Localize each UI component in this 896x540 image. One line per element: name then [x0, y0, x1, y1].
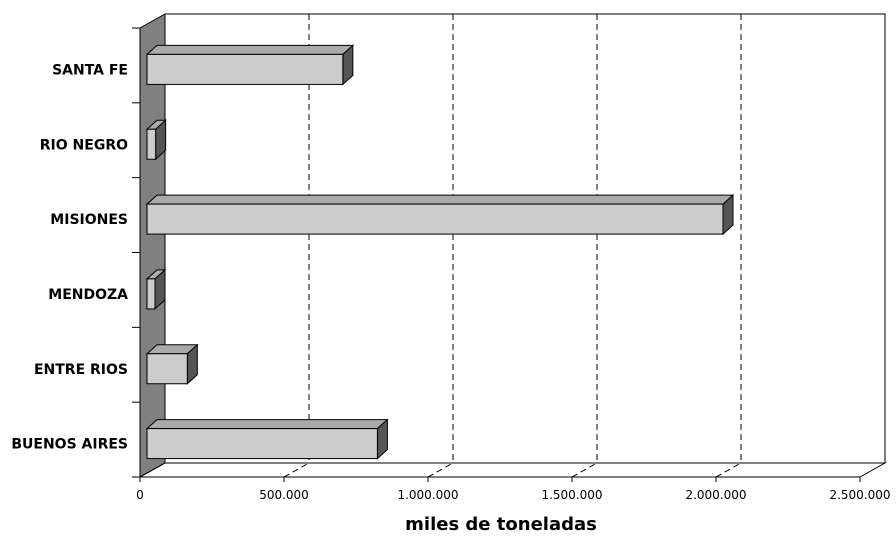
bar	[146, 53, 344, 85]
plot-back-frame	[165, 13, 886, 463]
bar	[146, 128, 157, 160]
category-label: SANTA FE	[52, 62, 128, 78]
gridline-floor	[571, 462, 598, 478]
x-tick-label: 2.000.000	[685, 488, 746, 502]
gridline-floor	[283, 462, 310, 478]
category-label: ENTRE RIOS	[34, 362, 128, 378]
bar-top-face	[145, 44, 355, 55]
category-label: RIO NEGRO	[40, 137, 128, 153]
bar	[146, 353, 188, 385]
bar	[146, 278, 156, 310]
x-tick-label: 0	[136, 488, 144, 502]
x-tick-label: 1.000.000	[397, 488, 458, 502]
x-tick-label: 2.500.000	[829, 488, 890, 502]
bar	[146, 203, 724, 235]
x-tick-label: 1.500.000	[541, 488, 602, 502]
gridline-floor	[427, 462, 454, 478]
x-tick-label: 500.000	[259, 488, 309, 502]
category-label: MISIONES	[50, 212, 128, 228]
plot-floor	[138, 462, 887, 478]
bar	[146, 428, 378, 460]
gridline-floor	[715, 462, 742, 478]
category-label: BUENOS AIRES	[11, 437, 128, 453]
bar-top-face	[145, 419, 389, 430]
bar-top-face	[145, 194, 735, 205]
x-axis-title: miles de toneladas	[405, 514, 597, 535]
category-label: MENDOZA	[48, 287, 128, 303]
